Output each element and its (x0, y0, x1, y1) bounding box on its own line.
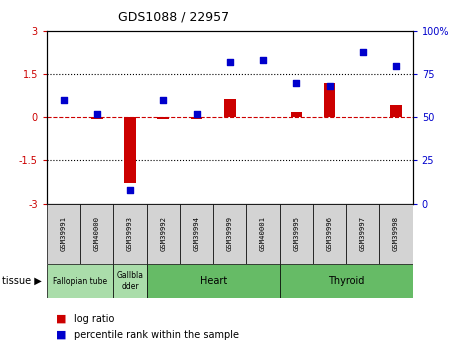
Bar (91, 117, 103, 119)
Text: ■: ■ (56, 330, 67, 339)
Point (159, 97, 167, 103)
Bar (290, 112, 302, 117)
Text: GSM40001: GSM40001 (260, 216, 266, 251)
Text: ■: ■ (56, 314, 67, 324)
Point (393, 63, 400, 68)
Text: GSM39998: GSM39998 (393, 216, 399, 251)
Point (226, 59, 234, 65)
Text: log ratio: log ratio (74, 314, 114, 324)
Bar (47, 264, 113, 298)
Point (359, 49, 367, 55)
FancyBboxPatch shape (346, 204, 379, 264)
Bar (390, 105, 402, 117)
Bar (158, 117, 169, 119)
FancyBboxPatch shape (47, 204, 80, 264)
Bar (147, 264, 280, 298)
Text: Heart: Heart (199, 276, 227, 286)
Point (326, 83, 333, 89)
Text: GDS1088 / 22957: GDS1088 / 22957 (118, 10, 229, 23)
FancyBboxPatch shape (246, 204, 280, 264)
Text: GSM40000: GSM40000 (94, 216, 100, 251)
FancyBboxPatch shape (213, 204, 246, 264)
Point (93, 111, 100, 117)
Text: Fallopian tube: Fallopian tube (53, 277, 107, 286)
FancyBboxPatch shape (379, 204, 413, 264)
FancyBboxPatch shape (113, 204, 147, 264)
Bar (191, 117, 203, 119)
Point (60, 97, 67, 103)
Point (259, 58, 267, 63)
Bar (124, 117, 136, 184)
Text: tissue ▶: tissue ▶ (2, 276, 42, 286)
Bar (324, 83, 335, 117)
Point (193, 111, 200, 117)
Text: GSM39994: GSM39994 (194, 216, 199, 251)
Text: GSM39991: GSM39991 (61, 216, 67, 251)
Point (293, 80, 300, 86)
FancyBboxPatch shape (313, 204, 346, 264)
Text: percentile rank within the sample: percentile rank within the sample (74, 330, 239, 339)
Text: GSM39992: GSM39992 (160, 216, 166, 251)
Bar (224, 99, 235, 117)
Text: GSM39996: GSM39996 (326, 216, 333, 251)
Text: GSM39997: GSM39997 (360, 216, 366, 251)
Text: GSM39999: GSM39999 (227, 216, 233, 251)
Text: GSM39993: GSM39993 (127, 216, 133, 251)
Text: Thyroid: Thyroid (328, 276, 364, 286)
Text: GSM39995: GSM39995 (293, 216, 299, 251)
FancyBboxPatch shape (80, 204, 113, 264)
Bar (113, 264, 147, 298)
FancyBboxPatch shape (280, 204, 313, 264)
FancyBboxPatch shape (147, 204, 180, 264)
FancyBboxPatch shape (180, 204, 213, 264)
Text: Gallbla
dder: Gallbla dder (116, 272, 144, 291)
Point (126, 187, 134, 193)
Bar (280, 264, 413, 298)
